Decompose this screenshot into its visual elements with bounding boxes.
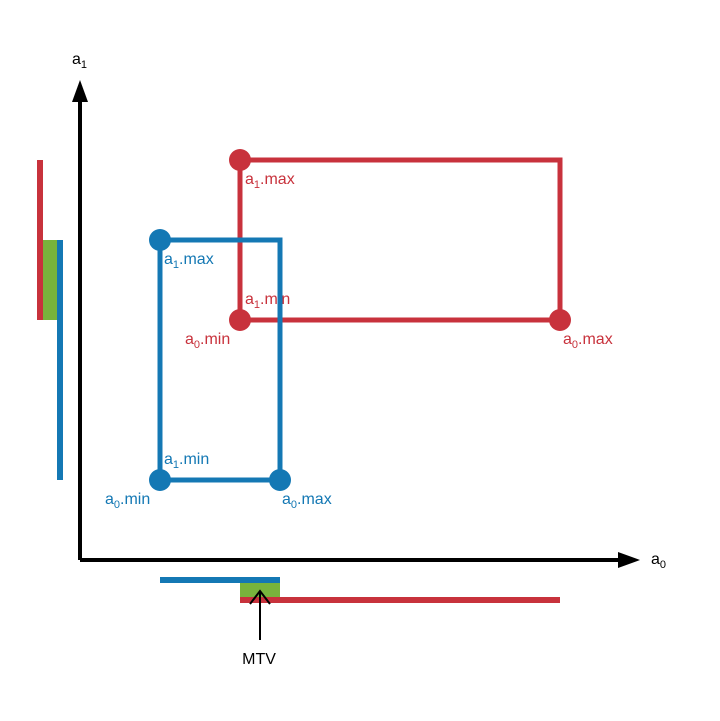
y-axis-label: a1 bbox=[72, 51, 87, 71]
blue-a0-min-label: a0.min bbox=[105, 491, 150, 511]
y-axis-arrowhead bbox=[72, 80, 88, 102]
x-axis-arrowhead bbox=[618, 552, 640, 568]
blue-corner-bottom-right bbox=[269, 469, 291, 491]
blue-corner-bottom-left bbox=[149, 469, 171, 491]
red-a1-projection bbox=[37, 160, 43, 320]
red-a0-max-label: a0.max bbox=[563, 331, 613, 351]
red-a0-min-label: a0.min bbox=[185, 331, 230, 351]
mtv-label: MTV bbox=[242, 651, 276, 668]
blue-a1-projection bbox=[57, 240, 63, 480]
blue-a1-min-label: a1.min bbox=[164, 451, 209, 471]
red-corner-bottom-left bbox=[229, 309, 251, 331]
a1-overlap-region bbox=[42, 240, 58, 320]
red-a1-max-label: a1.max bbox=[245, 171, 295, 191]
red-a1-min-label: a1.min bbox=[245, 291, 290, 311]
blue-a0-projection bbox=[160, 577, 280, 583]
red-corner-top-left bbox=[229, 149, 251, 171]
red-corner-bottom-right bbox=[549, 309, 571, 331]
blue-box bbox=[157, 237, 283, 483]
x-axis-label: a0 bbox=[651, 551, 666, 571]
blue-corner-top-left bbox=[149, 229, 171, 251]
blue-a0-max-label: a0.max bbox=[282, 491, 332, 511]
mtv-arrow-head-icon bbox=[249, 589, 271, 605]
red-a0-projection bbox=[240, 597, 560, 603]
blue-a1-max-label: a1.max bbox=[164, 251, 214, 271]
